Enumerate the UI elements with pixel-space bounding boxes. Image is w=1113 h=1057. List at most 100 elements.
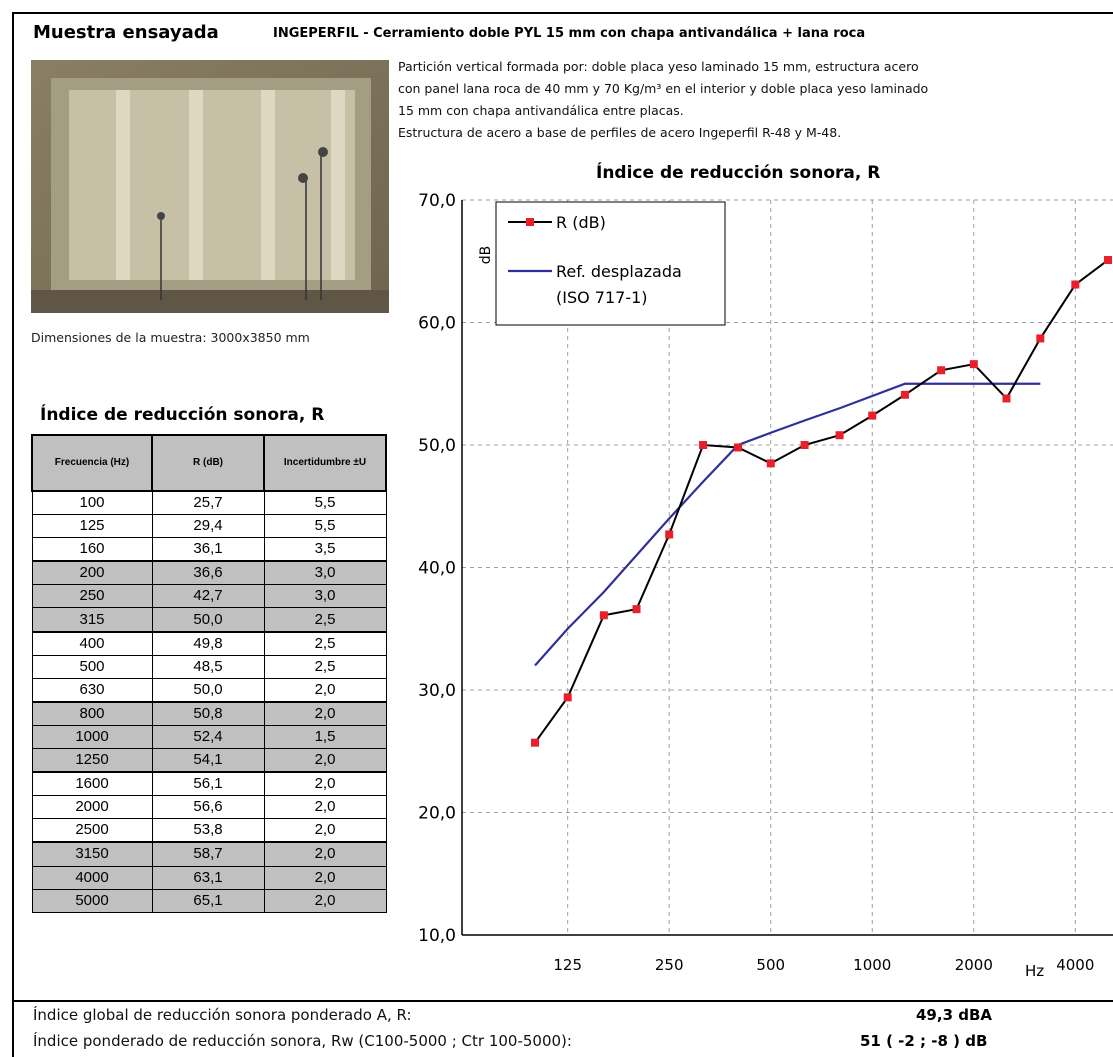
sample-dimensions: Dimensiones de la muestra: 3000x3850 mm [31,330,310,345]
cell-r: 29,4 [151,514,265,539]
result-value-rw: 51 ( -2 ; -8 ) dB [860,1032,988,1050]
cell-r: 48,5 [151,654,265,679]
data-point [937,366,946,375]
page-title: Muestra ensayada [33,22,219,43]
y-tick-label: 20,0 [418,804,456,824]
table-row: 3150 58,7 2,0 [31,841,387,867]
cell-frequency: 800 [31,700,153,726]
cell-frequency: 2500 [31,818,153,843]
cell-uncertainty: 2,0 [263,700,387,726]
table-row: 160 36,1 3,5 [31,537,387,562]
sample-description: Partición vertical formada por: doble pl… [398,56,1098,144]
data-point [1071,280,1080,289]
cell-r: 42,7 [151,584,265,609]
reduction-chart: 10,0 20,0 30,0 40,0 50,0 60,0 70,0 125 250 500 100… [418,191,1113,980]
cell-uncertainty: 2,0 [263,841,387,867]
chart-title: Índice de reducción sonora, R [596,163,881,183]
cell-r: 56,6 [151,795,265,820]
page-subtitle: INGEPERFIL - Cerramiento doble PYL 15 mm… [273,26,866,41]
data-point [800,441,809,449]
y-tick-label: 30,0 [418,681,456,701]
table-row: 4000 63,1 2,0 [31,865,387,890]
data-point [835,431,844,440]
cell-uncertainty: 2,0 [263,888,387,913]
header-uncertainty: Incertidumbre ±U [263,434,387,492]
cell-uncertainty: 2,0 [263,748,387,773]
result-label-a: Índice global de reducción sonora ponder… [33,1006,412,1024]
data-point [599,611,608,620]
cell-r: 25,7 [151,490,265,516]
divider [12,1000,1113,1002]
y-tick-label: 40,0 [418,559,456,579]
cell-uncertainty: 2,5 [263,630,387,656]
cell-frequency: 160 [31,537,153,562]
data-point [699,441,708,449]
cell-r: 54,1 [151,748,265,773]
table-row: 1600 56,1 2,0 [31,771,387,797]
cell-r: 50,0 [151,607,265,633]
data-point [665,530,674,539]
description-line: 15 mm con chapa antivandálica entre plac… [398,103,684,118]
cell-uncertainty: 3,0 [263,584,387,609]
cell-frequency: 315 [31,607,153,633]
data-point [632,605,641,614]
data-point [900,390,909,399]
x-tick-label: 125 [553,956,582,974]
cell-frequency: 5000 [31,888,153,913]
table-row: 100 25,7 5,5 [31,490,387,516]
cell-r: 36,1 [151,537,265,562]
cell-uncertainty: 1,5 [263,724,387,750]
cell-uncertainty: 2,5 [263,654,387,679]
cell-uncertainty: 3,5 [263,537,387,562]
cell-frequency: 400 [31,630,153,656]
data-point [868,411,877,420]
data-point [531,738,539,747]
table-row: 1000 52,4 1,5 [31,724,387,750]
header-frequency: Frecuencia (Hz) [31,434,153,492]
cell-frequency: 100 [31,490,153,516]
cell-frequency: 630 [31,677,153,703]
cell-r: 52,4 [151,724,265,750]
cell-r: 36,6 [151,560,265,586]
description-line: Estructura de acero a base de perfiles d… [398,125,842,140]
table-row: 400 49,8 2,5 [31,630,387,656]
cell-r: 50,8 [151,700,265,726]
cell-frequency: 500 [31,654,153,679]
cell-frequency: 200 [31,560,153,586]
y-tick-label: 50,0 [418,436,456,456]
x-tick-label: 250 [655,956,684,974]
cell-r: 65,1 [151,888,265,913]
y-tick-label: 60,0 [418,314,456,334]
x-tick-label: 1000 [853,956,891,974]
cell-uncertainty: 2,0 [263,771,387,797]
legend-r-marker [526,218,534,226]
table-row: 2000 56,6 2,0 [31,795,387,820]
table-row: 250 42,7 3,0 [31,584,387,609]
y-tick-label: 70,0 [418,191,456,211]
header-r: R (dB) [151,434,265,492]
cell-r: 53,8 [151,818,265,843]
table-row: 125 29,4 5,5 [31,514,387,539]
cell-frequency: 1600 [31,771,153,797]
y-axis-label: dB [478,246,494,265]
cell-r: 58,7 [151,841,265,867]
report-frame [12,12,1113,1057]
series-ref-line [534,382,1041,667]
data-point [766,459,775,468]
cell-r: 50,0 [151,677,265,703]
description-line: Partición vertical formada por: doble pl… [398,59,919,74]
legend-ref-label: Ref. desplazada [556,262,682,281]
result-label-rw: Índice ponderado de reducción sonora, Rw… [33,1032,572,1050]
table-row: 2500 53,8 2,0 [31,818,387,843]
legend-ref-label-2: (ISO 717-1) [556,288,648,307]
data-point [1002,394,1011,403]
cell-uncertainty: 2,0 [263,818,387,843]
cell-frequency: 125 [31,514,153,539]
cell-frequency: 250 [31,584,153,609]
cell-frequency: 3150 [31,841,153,867]
cell-r: 56,1 [151,771,265,797]
x-axis-label: Hz [1025,962,1044,980]
cell-uncertainty: 2,5 [263,607,387,633]
table-row: 315 50,0 2,5 [31,607,387,633]
cell-uncertainty: 5,5 [263,514,387,539]
